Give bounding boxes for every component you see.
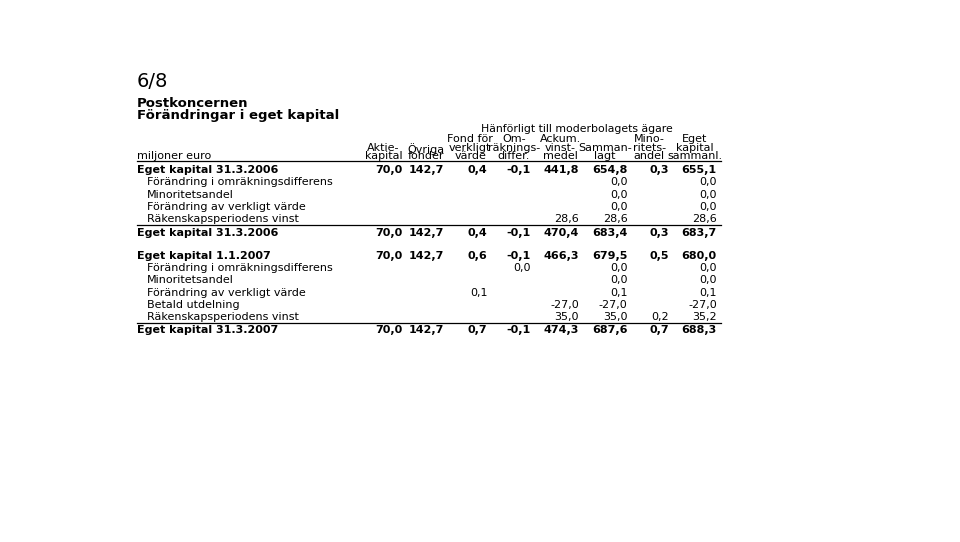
Text: värde: värde — [454, 151, 486, 162]
Text: Räkenskapsperiodens vinst: Räkenskapsperiodens vinst — [147, 312, 299, 322]
Text: 70,0: 70,0 — [375, 228, 403, 237]
Text: 70,0: 70,0 — [375, 250, 403, 261]
Text: Samman-: Samman- — [578, 143, 632, 153]
Text: Minoritetsandel: Minoritetsandel — [147, 190, 234, 200]
Text: 35,0: 35,0 — [554, 312, 579, 322]
Text: Övriga: Övriga — [408, 143, 444, 154]
Text: 28,6: 28,6 — [603, 215, 628, 224]
Text: -0,1: -0,1 — [507, 250, 531, 261]
Text: 0,2: 0,2 — [651, 312, 669, 322]
Text: -0,1: -0,1 — [507, 165, 531, 175]
Text: 6/8: 6/8 — [137, 72, 168, 91]
Text: 0,0: 0,0 — [699, 202, 717, 212]
Text: 0,1: 0,1 — [611, 288, 628, 298]
Text: -27,0: -27,0 — [550, 300, 579, 310]
Text: 142,7: 142,7 — [409, 165, 444, 175]
Text: 28,6: 28,6 — [692, 215, 717, 224]
Text: Betald utdelning: Betald utdelning — [147, 300, 240, 310]
Text: Om-: Om- — [502, 134, 525, 144]
Text: vinst-: vinst- — [544, 143, 576, 153]
Text: 0,7: 0,7 — [468, 325, 488, 335]
Text: Eget kapital 31.3.2006: Eget kapital 31.3.2006 — [137, 165, 278, 175]
Text: miljoner euro: miljoner euro — [137, 151, 211, 162]
Text: differ.: differ. — [497, 151, 530, 162]
Text: 70,0: 70,0 — [375, 325, 403, 335]
Text: 654,8: 654,8 — [592, 165, 628, 175]
Text: 0,4: 0,4 — [468, 228, 488, 237]
Text: Minoritetsandel: Minoritetsandel — [147, 275, 234, 285]
Text: 470,4: 470,4 — [543, 228, 579, 237]
Text: Förändring av verkligt värde: Förändring av verkligt värde — [147, 202, 306, 212]
Text: verkligt: verkligt — [449, 143, 492, 153]
Text: 142,7: 142,7 — [409, 250, 444, 261]
Text: 0,6: 0,6 — [468, 250, 488, 261]
Text: -27,0: -27,0 — [688, 300, 717, 310]
Text: 680,0: 680,0 — [682, 250, 717, 261]
Text: fonder: fonder — [408, 151, 444, 162]
Text: Förändring i omräkningsdifferens: Förändring i omräkningsdifferens — [147, 177, 333, 188]
Text: 0,1: 0,1 — [469, 288, 488, 298]
Text: 0,3: 0,3 — [649, 228, 669, 237]
Text: 35,0: 35,0 — [603, 312, 628, 322]
Text: Eget kapital 31.3.2007: Eget kapital 31.3.2007 — [137, 325, 278, 335]
Text: 688,3: 688,3 — [682, 325, 717, 335]
Text: 655,1: 655,1 — [682, 165, 717, 175]
Text: 679,5: 679,5 — [592, 250, 628, 261]
Text: 683,4: 683,4 — [592, 228, 628, 237]
Text: Fond för: Fond för — [447, 134, 493, 144]
Text: -27,0: -27,0 — [599, 300, 628, 310]
Text: sammanl.: sammanl. — [667, 151, 723, 162]
Text: räknings-: räknings- — [488, 143, 540, 153]
Text: andel: andel — [634, 151, 665, 162]
Text: 28,6: 28,6 — [554, 215, 579, 224]
Text: Mino-: Mino- — [634, 134, 664, 144]
Text: Eget kapital 1.1.2007: Eget kapital 1.1.2007 — [137, 250, 271, 261]
Text: 0,1: 0,1 — [699, 288, 717, 298]
Text: 0,0: 0,0 — [699, 177, 717, 188]
Text: 0,0: 0,0 — [611, 202, 628, 212]
Text: Räkenskapsperiodens vinst: Räkenskapsperiodens vinst — [147, 215, 299, 224]
Text: 0,4: 0,4 — [468, 165, 488, 175]
Text: 0,7: 0,7 — [649, 325, 669, 335]
Text: Förändringar i eget kapital: Förändringar i eget kapital — [137, 109, 339, 122]
Text: 683,7: 683,7 — [682, 228, 717, 237]
Text: Förändring i omräkningsdifferens: Förändring i omräkningsdifferens — [147, 263, 333, 273]
Text: 142,7: 142,7 — [409, 325, 444, 335]
Text: 466,3: 466,3 — [543, 250, 579, 261]
Text: Eget: Eget — [683, 134, 708, 144]
Text: ritets-: ritets- — [633, 143, 666, 153]
Text: 0,0: 0,0 — [699, 263, 717, 273]
Text: 0,3: 0,3 — [649, 165, 669, 175]
Text: medel: medel — [542, 151, 578, 162]
Text: 70,0: 70,0 — [375, 165, 403, 175]
Text: 0,0: 0,0 — [699, 275, 717, 285]
Text: 0,0: 0,0 — [699, 190, 717, 200]
Text: kapital: kapital — [676, 143, 714, 153]
Text: 0,0: 0,0 — [611, 275, 628, 285]
Text: 441,8: 441,8 — [543, 165, 579, 175]
Text: lagt: lagt — [594, 151, 616, 162]
Text: Aktie-: Aktie- — [368, 143, 399, 153]
Text: -0,1: -0,1 — [507, 325, 531, 335]
Text: 142,7: 142,7 — [409, 228, 444, 237]
Text: 687,6: 687,6 — [592, 325, 628, 335]
Text: -0,1: -0,1 — [507, 228, 531, 237]
Text: 0,0: 0,0 — [514, 263, 531, 273]
Text: Förändring av verkligt värde: Förändring av verkligt värde — [147, 288, 306, 298]
Text: Ackum.: Ackum. — [540, 134, 581, 144]
Text: 474,3: 474,3 — [543, 325, 579, 335]
Text: 0,0: 0,0 — [611, 190, 628, 200]
Text: Eget kapital 31.3.2006: Eget kapital 31.3.2006 — [137, 228, 278, 237]
Text: Postkoncernen: Postkoncernen — [137, 98, 249, 111]
Text: kapital: kapital — [365, 151, 402, 162]
Text: 0,5: 0,5 — [649, 250, 669, 261]
Text: 0,0: 0,0 — [611, 177, 628, 188]
Text: 35,2: 35,2 — [692, 312, 717, 322]
Text: 0,0: 0,0 — [611, 263, 628, 273]
Text: Hänförligt till moderbolagets ägare: Hänförligt till moderbolagets ägare — [481, 124, 673, 134]
